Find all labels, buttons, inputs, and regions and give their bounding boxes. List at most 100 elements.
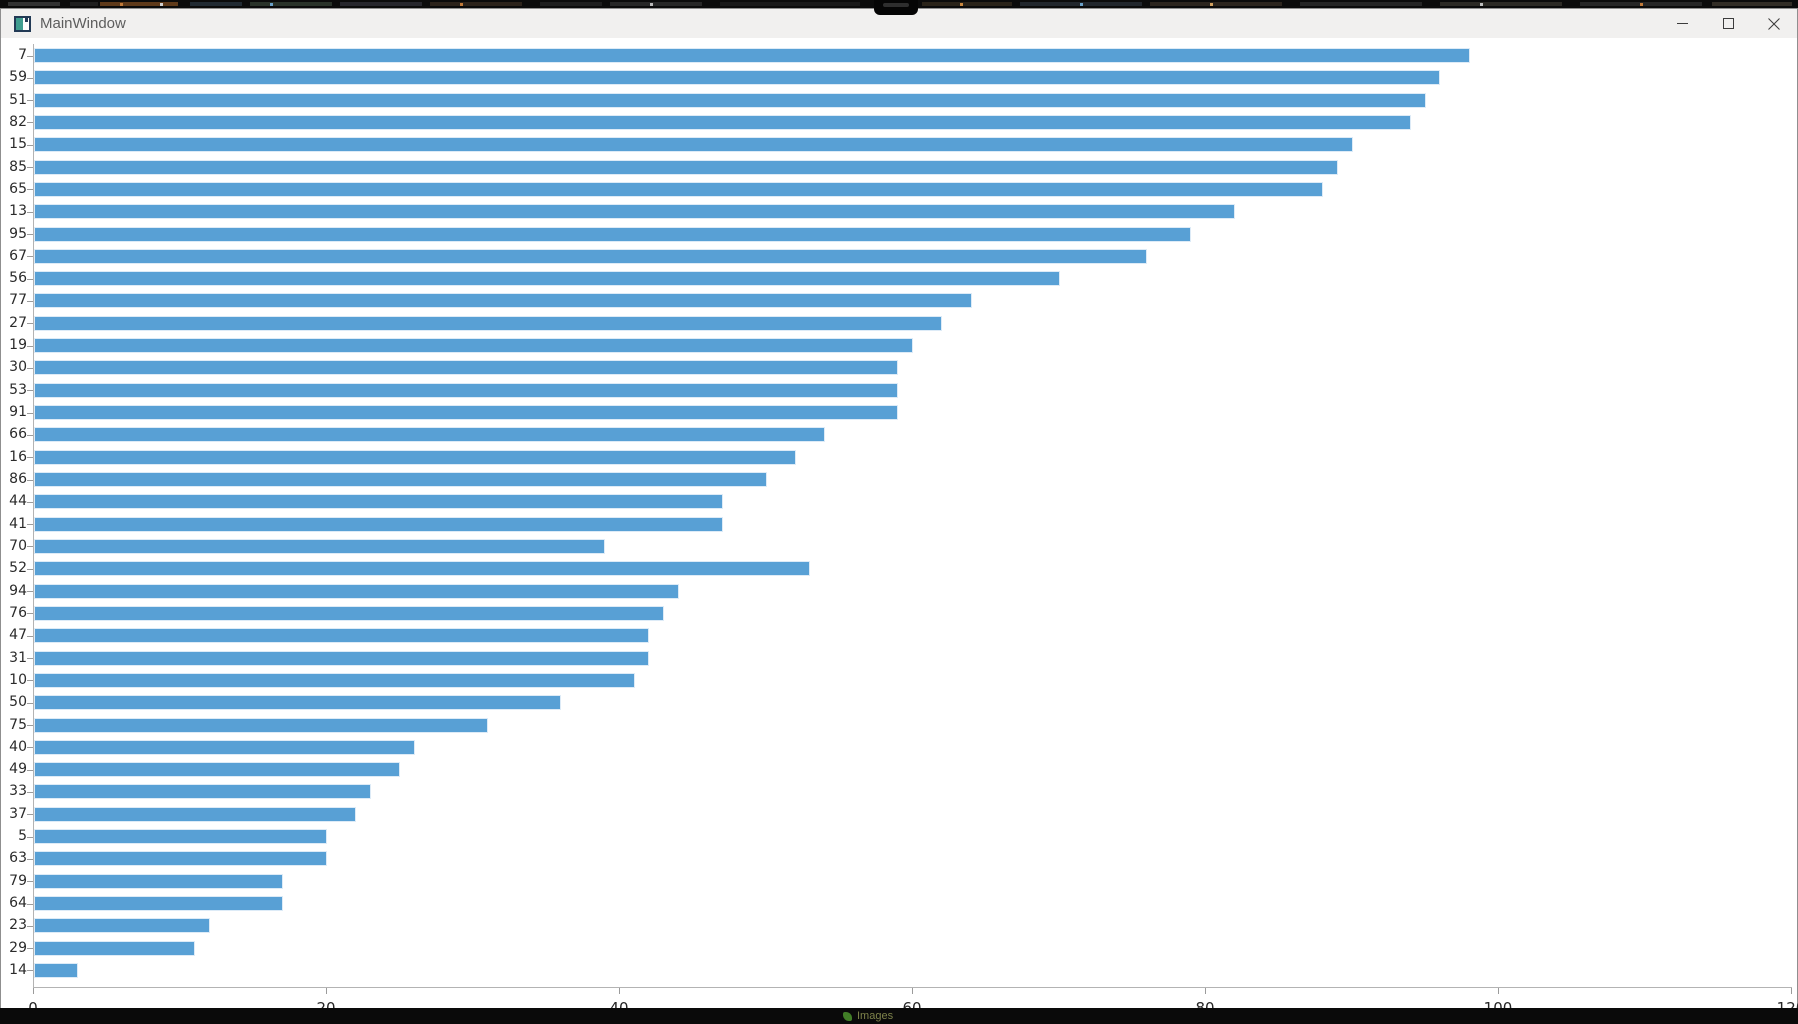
- bar: [34, 962, 78, 978]
- background-text-fragment: [340, 2, 422, 6]
- bar: [34, 382, 899, 398]
- y-axis-label: 77: [9, 292, 27, 309]
- y-tick: [27, 234, 33, 236]
- bar: [34, 204, 1236, 220]
- y-tick: [27, 769, 33, 771]
- y-axis-label: 82: [9, 113, 27, 130]
- bar: [34, 226, 1192, 242]
- window-controls: [1659, 9, 1797, 38]
- y-axis-label: 37: [9, 805, 27, 822]
- y-axis-label: 85: [9, 158, 27, 175]
- background-speck: [1210, 3, 1213, 6]
- bar: [34, 695, 562, 711]
- y-axis-label: 67: [9, 247, 27, 264]
- y-tick: [27, 858, 33, 860]
- y-axis-label: 64: [9, 895, 27, 912]
- y-axis-label: 50: [9, 694, 27, 711]
- y-axis-label: 16: [9, 448, 27, 465]
- bar: [34, 829, 327, 845]
- background-speck: [650, 3, 653, 6]
- y-tick: [27, 211, 33, 213]
- bar: [34, 650, 650, 666]
- bar: [34, 940, 196, 956]
- background-notch-detail: [883, 3, 909, 7]
- y-axis-label: 15: [9, 136, 27, 153]
- y-axis-label: 19: [9, 337, 27, 354]
- background-text-fragment: [100, 2, 178, 6]
- background-speck: [120, 3, 123, 6]
- y-axis-label: 23: [9, 917, 27, 934]
- y-axis-label: 10: [9, 671, 27, 688]
- taskbar-item-label: Images: [857, 1010, 894, 1022]
- bar: [34, 271, 1060, 287]
- background-text-fragment: [430, 2, 522, 6]
- background-text-fragment: [8, 2, 60, 6]
- bar: [34, 538, 606, 554]
- y-tick: [27, 345, 33, 347]
- minimize-button[interactable]: [1659, 9, 1705, 38]
- background-text-fragment: [190, 2, 242, 6]
- background-speck: [1640, 3, 1643, 6]
- bar: [34, 873, 284, 889]
- y-tick: [27, 791, 33, 793]
- background-text-fragment: [1300, 2, 1422, 6]
- y-axis-label: 47: [9, 627, 27, 644]
- y-tick: [27, 725, 33, 726]
- y-tick: [27, 613, 33, 615]
- bar: [34, 92, 1426, 108]
- y-tick: [27, 836, 33, 838]
- minimize-icon: [1676, 23, 1688, 24]
- y-axis-label: 91: [9, 404, 27, 421]
- bar: [34, 472, 767, 488]
- bar: [34, 628, 650, 644]
- background-speck: [1480, 3, 1483, 6]
- bar: [34, 293, 972, 309]
- y-axis-label: 53: [9, 381, 27, 398]
- x-tick: [1498, 988, 1499, 994]
- background-text-fragment: [1712, 2, 1792, 6]
- title-bar[interactable]: MainWindow: [1, 9, 1797, 38]
- x-tick: [619, 988, 620, 994]
- close-button[interactable]: [1751, 9, 1797, 38]
- y-tick: [27, 457, 33, 459]
- background-speck: [160, 3, 163, 6]
- bar: [34, 48, 1470, 63]
- y-tick: [27, 189, 33, 191]
- bar: [34, 114, 1412, 130]
- y-tick: [27, 747, 33, 749]
- maximize-button[interactable]: [1705, 9, 1751, 38]
- y-tick: [27, 256, 33, 258]
- background-speck: [960, 3, 963, 6]
- y-axis-label: 51: [9, 91, 27, 108]
- y-tick: [27, 925, 33, 927]
- bar: [34, 405, 899, 421]
- y-axis-label: 5: [18, 828, 27, 845]
- y-tick: [27, 323, 33, 325]
- y-tick: [27, 903, 33, 905]
- bar: [34, 494, 723, 510]
- y-tick: [27, 568, 33, 570]
- app-icon: [14, 15, 31, 32]
- y-axis-line: [33, 44, 34, 987]
- bar: [34, 315, 943, 331]
- bar: [34, 784, 371, 800]
- y-tick: [27, 367, 33, 369]
- background-app-bottom-strip: Images: [0, 1008, 1798, 1024]
- y-tick: [27, 524, 33, 526]
- x-axis-line: [33, 987, 1792, 988]
- y-axis-label: 14: [9, 961, 27, 978]
- y-axis-label: 86: [9, 471, 27, 488]
- x-tick: [326, 988, 327, 994]
- y-tick: [27, 702, 33, 704]
- bar: [34, 248, 1148, 264]
- y-axis-label: 59: [9, 69, 27, 86]
- x-tick: [912, 988, 913, 994]
- y-tick: [27, 434, 33, 436]
- background-text-fragment: [540, 2, 602, 6]
- y-tick: [27, 970, 33, 972]
- background-speck: [460, 3, 463, 6]
- y-axis-label: 13: [9, 203, 27, 220]
- taskbar-item: Images: [843, 1010, 893, 1022]
- y-axis-label: 7: [18, 47, 27, 63]
- y-tick: [27, 100, 33, 102]
